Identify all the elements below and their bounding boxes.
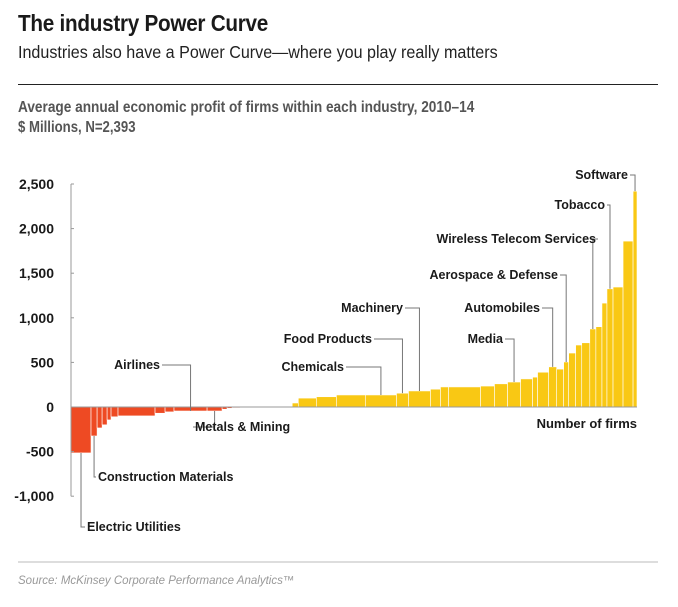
- annotations-layer: Electric Utilities Construction Materials…: [80, 168, 636, 534]
- annotation-label: Software: [575, 168, 628, 182]
- annotation-label: Aerospace & Defense: [429, 268, 558, 282]
- negative-bar: [96, 406, 103, 429]
- annotation-label: Airlines: [114, 358, 160, 372]
- negative-bar: [154, 406, 166, 414]
- y-tick-label: 500: [31, 354, 55, 370]
- chart-subheadline: Industries also have a Power Curve—where…: [18, 42, 498, 62]
- positive-bar: [581, 342, 591, 408]
- positive-bar: [632, 190, 638, 408]
- positive-bar: [575, 344, 583, 408]
- annotation-label: Machinery: [341, 301, 403, 315]
- positive-bar: [568, 352, 576, 408]
- annotation-leader-line: [162, 364, 192, 412]
- positive-bar: [316, 396, 337, 408]
- positive-bar: [480, 385, 495, 408]
- annotation-label: Tobacco: [555, 198, 606, 212]
- annotation-label: Chemicals: [281, 360, 344, 374]
- annotation-leader-line: [193, 411, 216, 428]
- positive-bar: [448, 386, 481, 408]
- positive-bar: [563, 361, 569, 408]
- positive-bar: [595, 326, 603, 408]
- positive-bar: [622, 240, 634, 408]
- positive-bar: [589, 328, 597, 408]
- annotation-leader-line: [592, 238, 598, 329]
- source-note: Source: McKinsey Corporate Performance A…: [18, 575, 295, 587]
- annotation-leader-line: [346, 366, 382, 395]
- positive-bar: [507, 381, 521, 408]
- annotation-label: Construction Materials: [98, 470, 233, 484]
- positive-bar: [440, 386, 449, 408]
- bars-layer: [70, 190, 638, 454]
- y-tick-label: -500: [26, 444, 54, 460]
- footer-divider: [18, 561, 658, 563]
- negative-bar: [110, 406, 119, 418]
- positive-bar: [612, 286, 624, 408]
- y-tick-label: 1,500: [19, 265, 54, 281]
- x-axis-label: Number of firms: [537, 416, 637, 431]
- positive-bar: [408, 390, 431, 408]
- y-tick-label: 2,500: [19, 176, 54, 192]
- y-tick-label: 2,000: [19, 221, 54, 237]
- positive-bar: [297, 397, 317, 408]
- annotation-label: Electric Utilities: [87, 520, 181, 534]
- negative-bar: [117, 406, 156, 417]
- annotation-label: Food Products: [284, 332, 372, 346]
- negative-bar: [70, 406, 92, 454]
- positive-bar: [494, 383, 508, 408]
- annotation-label: Automobiles: [464, 301, 540, 315]
- annotation-leader-line: [405, 307, 420, 391]
- y-axis: 2,500 2,000 1,500 1,000 500 0 -500 -1,000: [14, 176, 637, 504]
- power-curve-chart: 2,500 2,000 1,500 1,000 500 0 -500 -1,000 Elect…: [14, 168, 638, 534]
- positive-bar: [336, 394, 366, 408]
- negative-bar: [106, 406, 112, 421]
- annotation-leader-line: [505, 338, 515, 383]
- positive-bar: [532, 376, 538, 408]
- positive-bar: [520, 378, 533, 408]
- annotation-leader-line: [630, 174, 636, 192]
- y-tick-label: 1,000: [19, 310, 54, 326]
- positive-bar: [537, 371, 549, 408]
- negative-bar: [101, 406, 108, 426]
- annotation-leader-line: [560, 274, 567, 362]
- header-divider: [18, 84, 658, 85]
- y-tick-label: 0: [46, 399, 54, 415]
- annotation-label: Wireless Telecom Services: [437, 232, 597, 246]
- annotation-leader-line: [93, 435, 96, 478]
- y-tick-label: -1,000: [14, 488, 54, 504]
- chart-units: $ Millions, N=2,393: [18, 119, 136, 136]
- annotation-label: Metals & Mining: [195, 420, 290, 434]
- negative-bar: [90, 406, 98, 437]
- positive-bar: [291, 402, 299, 408]
- positive-bar: [606, 288, 614, 408]
- annotation-label: Media: [468, 332, 504, 346]
- chart-title: Average annual economic profit of firms …: [18, 99, 475, 116]
- annotation-leader-line: [607, 204, 611, 289]
- annotation-leader-line: [542, 307, 554, 367]
- annotation-leader-line: [80, 452, 85, 528]
- positive-bar: [430, 388, 441, 408]
- annotation-leader-line: [374, 338, 403, 394]
- positive-bar: [396, 392, 409, 408]
- positive-bar: [556, 368, 564, 408]
- negative-bar: [206, 406, 223, 412]
- positive-bar: [548, 366, 558, 408]
- positive-bar: [365, 394, 397, 408]
- negative-bar: [164, 406, 175, 413]
- chart-headline: The industry Power Curve: [18, 10, 269, 36]
- positive-bar: [601, 302, 608, 408]
